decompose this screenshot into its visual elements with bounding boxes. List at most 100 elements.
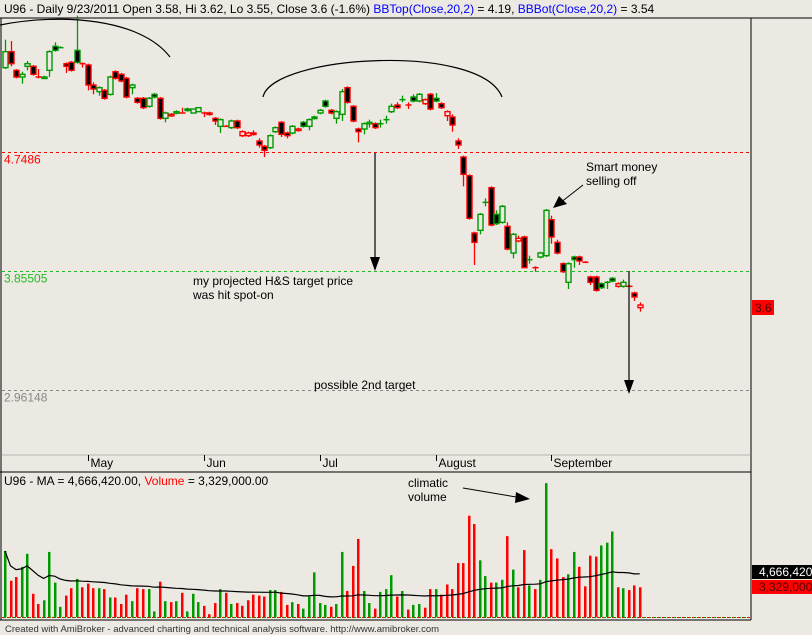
volume-bar bbox=[556, 558, 559, 617]
candle bbox=[537, 251, 544, 259]
candle-body bbox=[422, 98, 429, 105]
volume-bar bbox=[291, 602, 294, 617]
volume-bar bbox=[523, 550, 526, 617]
candle-body bbox=[598, 282, 605, 289]
volume-bar bbox=[109, 597, 112, 617]
candle-body bbox=[217, 118, 224, 128]
volume-bar bbox=[170, 602, 173, 617]
candle-body bbox=[289, 125, 296, 134]
candle-body bbox=[499, 205, 506, 224]
candle-body bbox=[118, 73, 125, 82]
candle bbox=[68, 61, 75, 72]
volume-bar bbox=[192, 593, 195, 617]
candle bbox=[30, 65, 37, 76]
candle-body bbox=[300, 121, 307, 128]
volume-bar bbox=[87, 583, 90, 617]
volume-bar bbox=[136, 588, 139, 617]
candle bbox=[173, 110, 180, 115]
candle-body bbox=[212, 117, 219, 122]
candle-body bbox=[560, 262, 567, 273]
volume-bar bbox=[181, 592, 184, 617]
candle bbox=[339, 89, 346, 121]
candle-body bbox=[239, 130, 246, 137]
volume-bar bbox=[208, 614, 211, 617]
candle bbox=[598, 282, 605, 289]
smart-money-text-2: selling off bbox=[586, 174, 637, 188]
horizontal-levels: 4.7486 3.85505 2.96148 bbox=[2, 152, 750, 405]
candle bbox=[422, 98, 429, 105]
volume-bar bbox=[385, 589, 388, 617]
candle bbox=[140, 97, 147, 109]
candle-body bbox=[195, 106, 202, 113]
candle bbox=[377, 119, 384, 128]
candle bbox=[112, 70, 119, 80]
candle bbox=[261, 145, 268, 157]
candle-body bbox=[471, 232, 478, 244]
candle-body bbox=[361, 122, 368, 130]
candle-body bbox=[306, 118, 313, 128]
volume-bar bbox=[54, 582, 57, 617]
volume-bar bbox=[600, 545, 603, 617]
candle-body bbox=[427, 93, 434, 110]
candle bbox=[482, 198, 489, 207]
volume-bar bbox=[203, 605, 206, 617]
bbbot-value: = 3.54 bbox=[621, 2, 655, 16]
volume-bar bbox=[103, 589, 106, 617]
volume-bar bbox=[76, 578, 79, 617]
candle-body bbox=[339, 90, 346, 116]
candle bbox=[488, 186, 495, 227]
candle-body bbox=[30, 65, 37, 76]
candle bbox=[278, 121, 285, 137]
candle bbox=[609, 277, 616, 283]
volume-bar bbox=[120, 603, 123, 617]
candle-body bbox=[46, 50, 53, 72]
volume-bar bbox=[584, 586, 587, 617]
candle bbox=[571, 255, 578, 268]
smart-money-text-1: Smart money bbox=[586, 160, 657, 174]
candle-body bbox=[504, 225, 511, 250]
volume-bar bbox=[175, 601, 178, 617]
volume-bar bbox=[10, 580, 13, 617]
volume-bar bbox=[43, 600, 46, 617]
volume-bars bbox=[4, 483, 642, 617]
candle bbox=[504, 222, 511, 251]
volume-bar bbox=[98, 588, 101, 617]
candle-body bbox=[444, 110, 451, 117]
candle bbox=[493, 210, 500, 225]
candle-body bbox=[510, 233, 517, 254]
candle bbox=[245, 131, 252, 137]
candle-body bbox=[206, 112, 213, 116]
candle bbox=[239, 130, 246, 137]
volume-bar bbox=[374, 608, 377, 617]
volume-bar bbox=[236, 603, 239, 617]
candle bbox=[394, 102, 401, 109]
volume-bar bbox=[302, 608, 305, 617]
volume-bar bbox=[528, 585, 531, 617]
candle bbox=[289, 125, 296, 135]
volume-label: Volume bbox=[144, 474, 184, 488]
volume-bar bbox=[573, 551, 576, 617]
volume-value-label: 3,329,000 bbox=[759, 580, 812, 594]
hs-target-text-2: was hit spot-on bbox=[192, 288, 274, 302]
candle bbox=[195, 106, 202, 113]
candle bbox=[554, 239, 561, 255]
candle-body bbox=[8, 50, 15, 65]
volume-bar bbox=[81, 587, 84, 617]
volume-bar bbox=[92, 588, 95, 617]
volume-bar bbox=[484, 576, 487, 617]
candle bbox=[460, 155, 467, 187]
candle bbox=[52, 42, 59, 52]
symbol-info: U96 - Daily 9/23/2011 Open 3.58, Hi 3.62… bbox=[4, 2, 370, 16]
candle-body bbox=[272, 126, 279, 133]
volume-bar bbox=[479, 560, 482, 617]
volume-bar bbox=[313, 572, 316, 617]
candle bbox=[234, 119, 241, 129]
volume-value-box bbox=[752, 580, 812, 594]
volume-bar bbox=[225, 592, 228, 617]
volume-bar bbox=[21, 566, 24, 617]
candle bbox=[499, 205, 506, 224]
volume-bar bbox=[446, 584, 449, 617]
candle-body bbox=[19, 73, 26, 78]
volume-bar bbox=[506, 536, 509, 617]
candle bbox=[383, 115, 390, 124]
